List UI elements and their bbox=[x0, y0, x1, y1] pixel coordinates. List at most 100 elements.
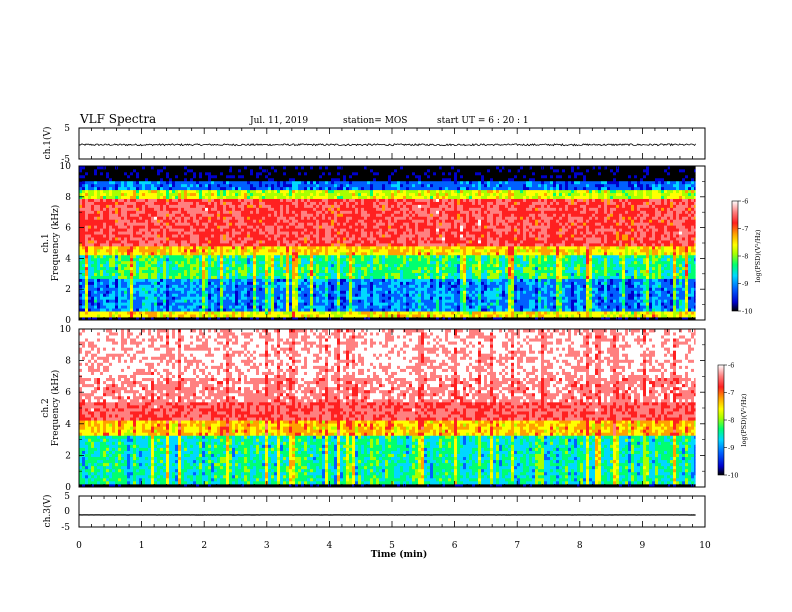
spectrogram-cell bbox=[220, 202, 223, 205]
spectrogram-cell bbox=[229, 237, 232, 240]
spectrogram-cell bbox=[199, 258, 202, 261]
spectrogram-cell bbox=[97, 234, 100, 237]
spectrogram-cell bbox=[115, 264, 118, 267]
spectrogram-cell bbox=[115, 273, 118, 276]
spectrogram-cell bbox=[238, 184, 241, 187]
spectrogram-cell bbox=[145, 202, 148, 205]
spectrogram-cell bbox=[97, 207, 100, 210]
spectrogram-cell bbox=[103, 284, 106, 287]
spectrogram-cell bbox=[178, 264, 181, 267]
spectrogram-cell bbox=[109, 311, 112, 314]
spectrogram-cell bbox=[91, 178, 94, 181]
spectrogram-cell bbox=[205, 279, 208, 282]
spectrogram-cell bbox=[166, 187, 169, 190]
spectrogram-cell bbox=[238, 228, 241, 231]
spectrogram-cell bbox=[199, 210, 202, 213]
spectrogram-cell bbox=[136, 264, 139, 267]
spectrogram-cell bbox=[187, 273, 190, 276]
spectrogram-cell bbox=[172, 273, 175, 276]
spectrogram-cell bbox=[163, 276, 166, 279]
spectrogram-cell bbox=[193, 225, 196, 228]
spectrogram-cell bbox=[112, 222, 115, 225]
spectrogram-cell bbox=[214, 184, 217, 187]
spectrogram-cell bbox=[106, 264, 109, 267]
spectrogram-cell bbox=[202, 237, 205, 240]
spectrogram-cell bbox=[160, 199, 163, 202]
spectrogram-cell bbox=[223, 284, 226, 287]
spectrogram-cell bbox=[238, 314, 241, 317]
spectrogram-cell bbox=[211, 279, 214, 282]
spectrogram-cell bbox=[178, 273, 181, 276]
spectrogram-cell bbox=[97, 296, 100, 299]
spectrogram-cell bbox=[199, 205, 202, 208]
spectrogram-cell bbox=[94, 282, 97, 285]
spectrogram-cell bbox=[241, 282, 244, 285]
spectrogram-cell bbox=[217, 210, 220, 213]
spectrogram-cell bbox=[193, 273, 196, 276]
spectrogram-cell bbox=[196, 264, 199, 267]
spectrogram-cell bbox=[154, 184, 157, 187]
spectrogram-cell bbox=[85, 181, 88, 184]
spectrogram-cell bbox=[169, 276, 172, 279]
spectrogram-cell bbox=[196, 287, 199, 290]
spectrogram-cell bbox=[127, 213, 130, 216]
spectrogram-cell bbox=[148, 296, 151, 299]
spectrogram-cell bbox=[241, 237, 244, 240]
spectrogram-cell bbox=[190, 187, 193, 190]
spectrogram-cell bbox=[115, 190, 118, 193]
spectrogram-cell bbox=[145, 225, 148, 228]
spectrogram-cell bbox=[223, 299, 226, 302]
spectrogram-cell bbox=[169, 207, 172, 210]
spectrogram-cell bbox=[130, 166, 133, 169]
spectrogram-cell bbox=[232, 181, 235, 184]
spectrogram-cell bbox=[157, 219, 160, 222]
spectrogram-cell bbox=[181, 305, 184, 308]
spectrogram-cell bbox=[115, 193, 118, 196]
spectrogram-cell bbox=[175, 311, 178, 314]
spectrogram-cell bbox=[103, 302, 106, 305]
spectrogram-cell bbox=[169, 264, 172, 267]
spectrogram-cell bbox=[199, 231, 202, 234]
spectrogram-cell bbox=[235, 287, 238, 290]
spectrogram-cell bbox=[187, 293, 190, 296]
spectrogram-cell bbox=[202, 252, 205, 255]
spectrogram-cell bbox=[196, 243, 199, 246]
spectrogram-cell bbox=[202, 270, 205, 273]
spectrogram-cell bbox=[97, 290, 100, 293]
spectrogram-cell bbox=[235, 264, 238, 267]
spectrogram-cell bbox=[223, 279, 226, 282]
spectrogram-cell bbox=[145, 231, 148, 234]
spectrogram-cell bbox=[112, 231, 115, 234]
spectrogram-cell bbox=[214, 308, 217, 311]
spectrogram-cell bbox=[166, 258, 169, 261]
spectrogram-cell bbox=[199, 273, 202, 276]
spectrogram-cell bbox=[223, 187, 226, 190]
spectrogram-cell bbox=[85, 276, 88, 279]
spectrogram-cell bbox=[157, 231, 160, 234]
spectrogram-cell bbox=[139, 305, 142, 308]
spectrogram-cell bbox=[232, 279, 235, 282]
spectrogram-cell bbox=[208, 187, 211, 190]
spectrogram-cell bbox=[94, 302, 97, 305]
spectrogram-cell bbox=[94, 184, 97, 187]
spectrogram-cell bbox=[109, 293, 112, 296]
spectrogram-cell bbox=[148, 181, 151, 184]
spectrogram-cell bbox=[229, 184, 232, 187]
spectrogram-cell bbox=[145, 267, 148, 270]
spectrogram-cell bbox=[94, 293, 97, 296]
spectrogram-cell bbox=[154, 273, 157, 276]
spectrogram-cell bbox=[112, 287, 115, 290]
spectrogram-cell bbox=[172, 290, 175, 293]
spectrogram-cell bbox=[208, 264, 211, 267]
spectrogram-cell bbox=[220, 172, 223, 175]
spectrogram-cell bbox=[103, 213, 106, 216]
spectrogram-cell bbox=[163, 187, 166, 190]
spectrogram-cell bbox=[214, 299, 217, 302]
spectrogram-cell bbox=[169, 282, 172, 285]
spectrogram-cell bbox=[181, 166, 184, 169]
spectrogram-cell bbox=[178, 172, 181, 175]
spectrogram-cell bbox=[229, 202, 232, 205]
spectrogram-cell bbox=[160, 196, 163, 199]
spectrogram-cell bbox=[136, 231, 139, 234]
spectrogram-cell bbox=[223, 267, 226, 270]
